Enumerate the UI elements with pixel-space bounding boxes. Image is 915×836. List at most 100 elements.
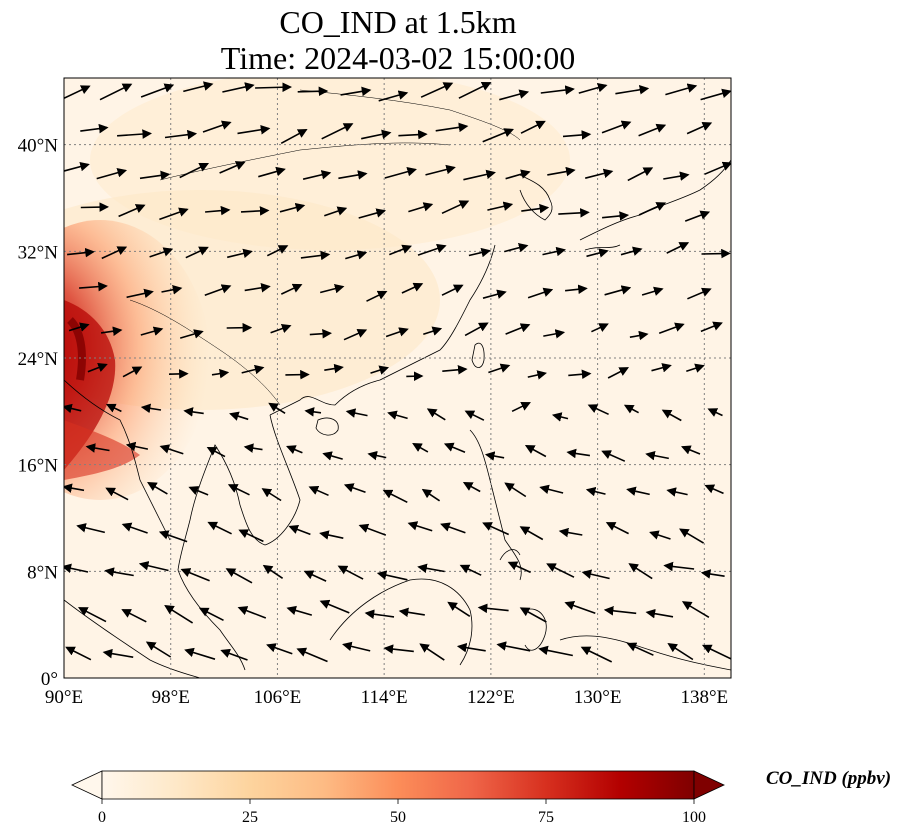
wind-arrow xyxy=(681,601,710,618)
wind-arrow xyxy=(447,601,471,617)
wind-arrow xyxy=(417,243,447,256)
wind-arrow xyxy=(297,86,329,97)
wind-arrow xyxy=(663,171,690,181)
wind-arrow xyxy=(261,488,282,502)
wind-arrow xyxy=(370,365,390,375)
colorbar-extend-min xyxy=(71,770,103,800)
wind-arrow xyxy=(681,445,701,455)
wind-arrow xyxy=(321,123,354,140)
lat-tick-label: 8°N xyxy=(27,562,58,583)
wind-arrow xyxy=(77,607,107,623)
wind-arrow xyxy=(704,161,731,175)
lon-tick-label: 122°E xyxy=(467,687,515,708)
wind-arrow xyxy=(604,285,632,296)
wind-arrow xyxy=(185,246,209,259)
wind-arrow xyxy=(322,451,343,461)
wind-arrow xyxy=(266,245,289,257)
wind-arrow xyxy=(337,565,364,580)
wind-arrow xyxy=(505,169,531,180)
wind-arrow xyxy=(638,123,667,137)
wind-arrow xyxy=(280,129,308,145)
wind-arrow xyxy=(227,484,250,496)
lon-tick-label: 114°E xyxy=(361,687,408,708)
wind-arrow xyxy=(64,563,89,573)
wind-arrow xyxy=(423,326,443,336)
colorbar-tick-label: 50 xyxy=(390,809,406,826)
wind-arrow xyxy=(686,121,713,135)
wind-arrow xyxy=(463,169,496,181)
wind-arrow xyxy=(65,646,92,661)
wind-arrow xyxy=(566,448,591,459)
wind-arrow xyxy=(240,206,270,216)
wind-arrow xyxy=(125,441,149,452)
wind-arrow xyxy=(104,567,134,577)
wind-arrow xyxy=(666,242,690,254)
wind-arrow xyxy=(477,603,509,614)
wind-arrow xyxy=(585,486,606,497)
wind-arrow xyxy=(343,328,368,341)
wind-arrow xyxy=(64,483,85,493)
wind-arrow xyxy=(241,364,265,375)
wind-arrow xyxy=(229,411,249,421)
wind-arrow xyxy=(488,363,511,374)
wind-arrow xyxy=(238,529,264,543)
wind-arrow xyxy=(279,202,306,213)
wind-arrow xyxy=(204,284,232,297)
wind-arrow xyxy=(408,202,434,213)
wind-vectors xyxy=(64,81,731,663)
wind-arrow xyxy=(286,445,303,455)
wind-arrow xyxy=(67,247,95,258)
wind-arrow xyxy=(117,129,152,139)
wind-arrow xyxy=(358,208,387,219)
wind-arrow xyxy=(179,162,210,179)
wind-arrow xyxy=(398,129,428,140)
wind-arrow xyxy=(507,561,531,574)
wind-arrow xyxy=(626,642,654,656)
wind-arrow xyxy=(464,410,485,421)
longitude-ticks: 90°E 98°E 106°E 114°E 122°E 130°E 138°E xyxy=(45,687,728,708)
wind-arrow xyxy=(645,608,674,619)
wind-arrow xyxy=(183,407,204,417)
wind-arrow xyxy=(527,370,547,380)
wind-arrow xyxy=(384,167,417,179)
wind-arrow xyxy=(140,83,175,98)
wind-arrow xyxy=(601,120,632,134)
wind-arrow xyxy=(645,450,669,461)
wind-arrow xyxy=(700,88,731,101)
wind-arrow xyxy=(64,85,91,100)
wind-arrow xyxy=(542,246,566,257)
wind-arrow xyxy=(468,247,491,258)
wind-arrow xyxy=(558,208,590,218)
lon-tick-label: 90°E xyxy=(45,687,83,708)
wind-arrow xyxy=(319,283,345,294)
wind-arrow xyxy=(268,402,286,414)
wind-arrow xyxy=(482,128,514,143)
wind-arrow xyxy=(85,443,110,453)
wind-arrow xyxy=(198,607,224,622)
wind-arrow xyxy=(419,643,445,661)
wind-arrow xyxy=(684,210,711,222)
wind-arrow xyxy=(519,526,544,541)
wind-arrow xyxy=(205,205,231,216)
wind-arrow xyxy=(309,328,332,339)
wind-arrow xyxy=(519,607,547,623)
wind-arrow xyxy=(602,211,630,221)
wind-arrow xyxy=(398,607,425,618)
wind-arrow xyxy=(211,368,230,379)
wind-arrow xyxy=(543,329,566,339)
wind-arrow xyxy=(665,83,698,96)
wind-arrow xyxy=(520,120,546,134)
wind-arrow xyxy=(425,164,456,176)
colorbar-tick-label: 100 xyxy=(682,809,706,826)
wind-arrow xyxy=(401,282,424,294)
wind-arrow xyxy=(482,289,507,299)
wind-arrow xyxy=(412,443,429,453)
wind-arrow xyxy=(367,450,387,461)
wind-arrow xyxy=(319,599,350,614)
wind-arrow xyxy=(179,329,204,339)
wind-arrow xyxy=(76,523,105,534)
wind-arrow xyxy=(558,527,583,538)
wind-arrow xyxy=(64,403,82,414)
wind-arrow xyxy=(499,89,530,101)
wind-arrow xyxy=(140,326,164,336)
